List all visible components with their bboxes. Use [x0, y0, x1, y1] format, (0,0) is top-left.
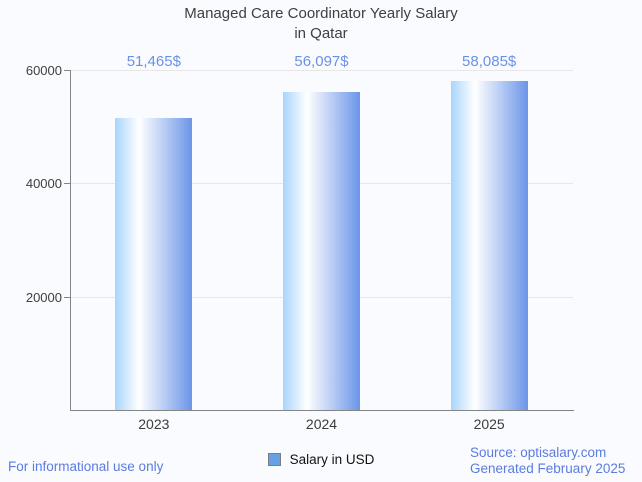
x-axis-label-2025: 2025: [473, 416, 505, 432]
chart-title-line2: in Qatar: [294, 25, 348, 42]
chart-title-line1: Managed Care Coordinator Yearly Salary: [184, 5, 458, 22]
y-axis-label-40000: 40000: [25, 176, 62, 192]
y-axis-label-60000: 60000: [25, 63, 62, 78]
bar-2024[interactable]: [283, 92, 360, 410]
legend-swatch-icon: [267, 453, 281, 466]
source-block: Source: optisalary.com Generated Februar…: [470, 445, 625, 476]
x-axis-label-2024: 2024: [305, 416, 338, 432]
y-tick-20000: [64, 296, 70, 298]
legend: Salary in USD: [0, 452, 642, 467]
bar-2025[interactable]: [450, 80, 528, 410]
y-axis-label-20000: 20000: [25, 289, 62, 305]
value-label-2025: 58,085$: [462, 53, 517, 70]
chart-title: Managed Care Coordinator Yearly Salary i…: [0, 4, 642, 44]
disclaimer-text: For informational use only: [8, 459, 164, 474]
value-label-2024: 56,097$: [294, 53, 349, 70]
value-label-2023: 51,465$: [126, 53, 181, 70]
generated-date: Generated February 2025: [470, 460, 626, 476]
plot-area: [70, 70, 573, 410]
x-axis-line: [70, 410, 574, 411]
bar-2023[interactable]: [115, 118, 193, 410]
y-axis-line: [70, 70, 71, 411]
source-link[interactable]: Source: optisalary.com: [470, 445, 607, 460]
x-axis-label-2023: 2023: [138, 416, 170, 432]
y-tick-40000: [64, 183, 70, 185]
legend-label: Salary in USD: [289, 452, 375, 467]
gridline-60000: [70, 70, 573, 71]
y-tick-60000: [64, 70, 70, 71]
